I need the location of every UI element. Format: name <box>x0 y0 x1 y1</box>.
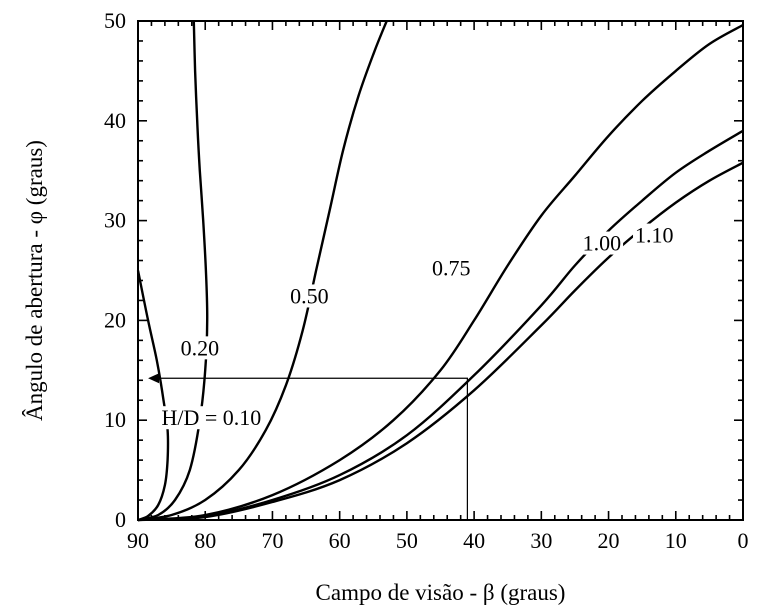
curve-label-hd-0-50: 0.50 <box>290 283 329 308</box>
curve-hd-0-20 <box>137 20 209 522</box>
curve-label-background <box>430 256 473 280</box>
curve-label-background <box>159 406 264 430</box>
curve-label-background <box>580 231 624 255</box>
guide-lines <box>148 373 468 520</box>
curve-label-hd-0-75: 0.75 <box>432 256 471 281</box>
x-tick-label: 90 <box>127 528 149 553</box>
y-tick-labels: 0 10 20 30 40 50 <box>104 8 126 532</box>
curve-label-hd-0-20: 0.20 <box>181 335 220 360</box>
x-tick-label: 10 <box>665 528 687 553</box>
x-axis-title: Campo de visão - β (graus) <box>316 580 566 605</box>
curve-label-background <box>633 223 676 247</box>
y-tick-label: 20 <box>104 307 126 332</box>
curve-label-background <box>178 336 222 360</box>
x-tick-label: 20 <box>598 528 620 553</box>
curve-hd-1-10 <box>137 161 744 522</box>
curve-label-hd-1-00: 1.00 <box>583 231 622 256</box>
y-tick-label: 0 <box>115 507 126 532</box>
y-tick-label: 30 <box>104 208 126 233</box>
curve-hd-0-50 <box>137 20 388 522</box>
curve-label-hd-0-10: H/D = 0.10 <box>162 405 262 430</box>
curve-labels: H/D = 0.10 0.20 0.50 0.75 1.00 1.10 <box>159 223 676 430</box>
curve-label-background <box>288 284 331 308</box>
curve-label-hd-1-10: 1.10 <box>635 223 674 248</box>
curves-layer <box>136 20 744 522</box>
y-axis-title: Ângulo de abertura - φ (graus) <box>22 140 47 421</box>
guide-line <box>156 377 468 520</box>
x-tick-label: 70 <box>261 528 283 553</box>
curve-hd-0-10 <box>136 270 170 522</box>
x-tick-labels: 90 80 70 60 50 40 30 20 10 0 <box>127 528 749 553</box>
arrow-head <box>148 373 160 384</box>
y-tick-label: 50 <box>104 8 126 33</box>
y-tick-label: 10 <box>104 407 126 432</box>
x-tick-label: 80 <box>194 528 216 553</box>
plot-frame <box>137 20 744 521</box>
y-tick-label: 40 <box>104 108 126 133</box>
curve-hd-1-00 <box>137 129 744 522</box>
x-tick-label: 40 <box>463 528 485 553</box>
x-tick-label: 30 <box>530 528 552 553</box>
x-tick-label: 60 <box>329 528 351 553</box>
x-tick-label: 0 <box>738 528 749 553</box>
curve-hd-0-75 <box>137 23 744 522</box>
x-tick-label: 50 <box>396 528 418 553</box>
